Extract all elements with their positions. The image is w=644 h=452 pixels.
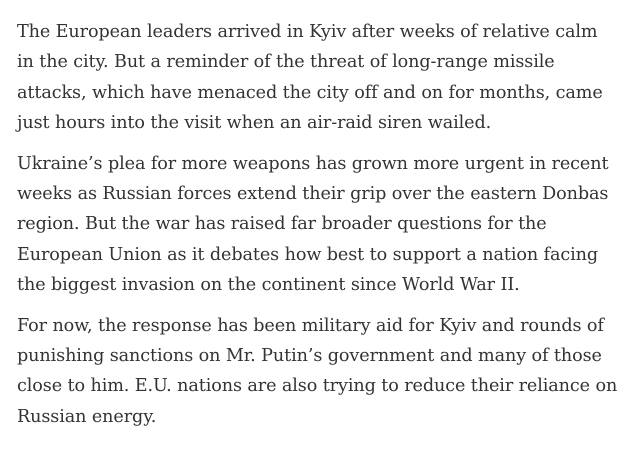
paragraph-line: The European leaders arrived in Kyiv aft… xyxy=(17,22,598,42)
paragraph-line: region. But the war has raised far broad… xyxy=(17,214,547,235)
paragraph-line: weeks as Russian forces extend their gri… xyxy=(17,184,609,205)
paragraph-line: For now, the response has been military … xyxy=(17,315,604,336)
paragraph-line: in the city. But a reminder of the threa… xyxy=(17,52,555,73)
paragraph-line: punishing sanctions on Mr. Putin’s gover… xyxy=(17,346,602,367)
paragraph-line: Russian energy. xyxy=(17,406,157,427)
paragraph-2: Ukraine’s plea for more weapons has grow… xyxy=(17,149,632,301)
paragraph-line: the biggest invasion on the continent si… xyxy=(17,275,520,296)
paragraph-line: Ukraine’s plea for more weapons has grow… xyxy=(17,153,609,174)
article-body: The European leaders arrived in Kyiv aft… xyxy=(17,17,632,442)
paragraph-1: The European leaders arrived in Kyiv aft… xyxy=(17,17,632,139)
paragraph-line: European Union as it debates how best to… xyxy=(17,244,599,265)
paragraph-line: attacks, which have menaced the city off… xyxy=(17,82,603,103)
paragraph-3: For now, the response has been military … xyxy=(17,311,632,433)
paragraph-line: close to him. E.U. nations are also tryi… xyxy=(17,376,618,397)
paragraph-line: just hours into the visit when an air-ra… xyxy=(17,113,492,134)
